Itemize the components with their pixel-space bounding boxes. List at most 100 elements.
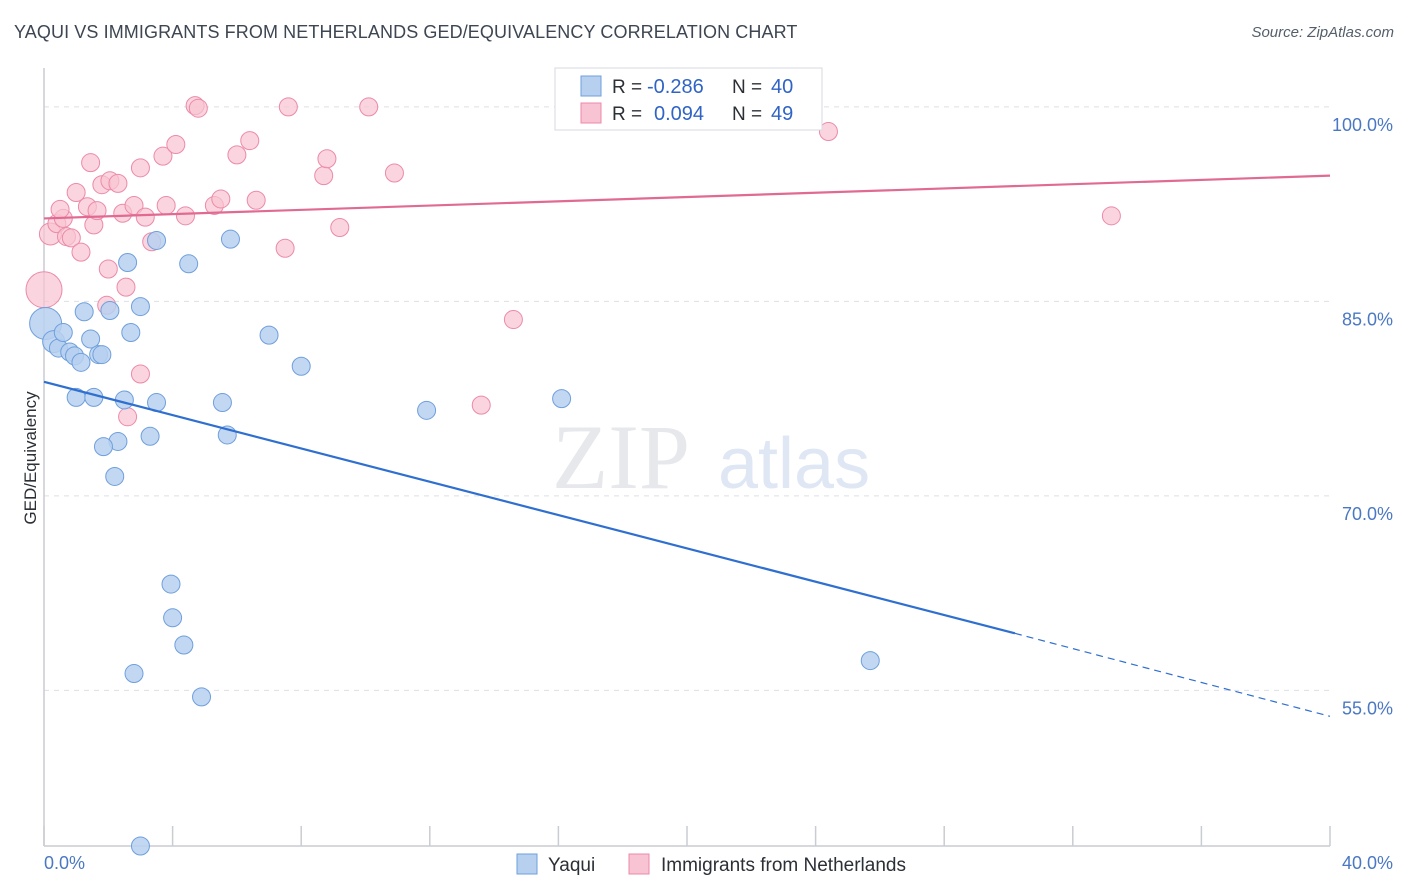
y-tick-label-2: 70.0% — [1342, 504, 1393, 524]
point-yaqui-10 — [92, 345, 112, 365]
series-yaqui-points — [29, 229, 880, 856]
stats-r-value-yaqui: -0.286 — [647, 76, 704, 98]
trend-lines — [43, 174, 1331, 717]
point-netherlands-32 — [240, 131, 260, 151]
point-netherlands-31 — [227, 145, 247, 165]
point-yaqui-7 — [74, 302, 94, 322]
point-yaqui-32 — [161, 574, 181, 594]
x-tick-label-1: 40.0% — [1342, 853, 1393, 873]
point-yaqui-3 — [53, 323, 73, 343]
y-tick-label-1: 85.0% — [1342, 309, 1393, 329]
point-yaqui-24 — [212, 393, 232, 413]
trend-line-netherlands — [43, 174, 1331, 220]
chart-title: YAQUI VS IMMIGRANTS FROM NETHERLANDS GED… — [14, 22, 798, 42]
point-yaqui-34 — [174, 635, 194, 655]
watermark-zip: ZIP — [552, 406, 690, 508]
point-yaqui-14 — [118, 253, 138, 272]
chart-source: Source: ZipAtlas.com — [1251, 24, 1394, 41]
stats-n-label-yaqui: N = — [732, 77, 762, 98]
stats-n-label-netherlands: N = — [732, 104, 762, 125]
point-yaqui-30 — [417, 400, 437, 420]
watermark-atlas: atlas — [718, 424, 870, 504]
point-yaqui-31 — [552, 389, 572, 409]
point-netherlands-38 — [330, 217, 350, 237]
point-netherlands-20 — [130, 158, 150, 178]
legend-label-netherlands: Immigrants from Netherlands — [661, 855, 906, 876]
point-yaqui-36 — [192, 687, 212, 707]
point-yaqui-16 — [130, 297, 150, 317]
point-yaqui-15 — [121, 323, 141, 343]
point-netherlands-41 — [118, 407, 138, 427]
stats-n-value-netherlands: 49 — [771, 103, 793, 125]
point-netherlands-7 — [66, 182, 86, 202]
stats-r-label-yaqui: R = — [612, 77, 642, 98]
legend-swatch-yaqui — [516, 853, 538, 875]
y-tick-labels: 100.0% 85.0% 70.0% 55.0% — [1332, 115, 1393, 719]
watermark: ZIP atlas — [552, 406, 870, 508]
point-netherlands-44 — [503, 310, 523, 330]
point-netherlands-34 — [275, 238, 295, 258]
point-netherlands-45 — [471, 395, 491, 415]
point-netherlands-25 — [166, 135, 186, 155]
point-yaqui-38 — [130, 836, 150, 856]
point-yaqui-18 — [179, 254, 199, 274]
point-yaqui-6 — [71, 352, 91, 372]
point-netherlands-28 — [188, 98, 208, 118]
point-netherlands-33 — [246, 190, 266, 210]
x-tick-label-0: 0.0% — [44, 853, 85, 873]
stats-r-value-netherlands: 0.094 — [654, 103, 704, 125]
point-yaqui-28 — [93, 437, 113, 457]
point-yaqui-26 — [140, 426, 160, 446]
x-tick-labels: 0.0% 40.0% — [44, 853, 1393, 873]
trend-line-yaqui — [43, 380, 1016, 635]
point-netherlands-36 — [314, 166, 334, 186]
legend-swatch-netherlands — [628, 853, 650, 875]
point-yaqui-20 — [259, 325, 279, 345]
point-yaqui-17 — [147, 230, 167, 250]
stats-legend-swatch-netherlands — [580, 102, 602, 124]
point-yaqui-35 — [124, 664, 144, 684]
y-tick-label-3: 55.0% — [1342, 698, 1393, 718]
point-netherlands-30 — [211, 189, 231, 209]
point-netherlands-35 — [278, 97, 298, 117]
trend-line-yaqui-extension — [1014, 632, 1331, 717]
y-tick-label-0: 100.0% — [1332, 115, 1393, 135]
point-netherlands-6 — [61, 228, 81, 248]
legend-label-yaqui: Yaqui — [548, 855, 595, 876]
stats-n-value-yaqui: 40 — [771, 76, 793, 98]
point-yaqui-37 — [860, 651, 880, 671]
stats-r-label-netherlands: R = — [612, 104, 642, 125]
grid-lines — [44, 106, 1330, 691]
series-legend: Yaqui Immigrants from Netherlands — [516, 853, 906, 876]
point-netherlands-14 — [98, 259, 118, 279]
point-yaqui-13 — [100, 300, 120, 320]
stats-legend: R = -0.286 N = 40 R = 0.094 N = 49 — [554, 67, 823, 131]
point-yaqui-33 — [163, 608, 183, 628]
point-netherlands-46 — [818, 122, 838, 142]
point-netherlands-10 — [81, 153, 101, 173]
point-netherlands-42 — [130, 364, 150, 384]
stats-legend-swatch-yaqui — [580, 75, 602, 97]
point-yaqui-19 — [220, 229, 240, 249]
y-axis-label: GED/Equivalency — [21, 391, 40, 525]
point-netherlands-12 — [87, 201, 107, 221]
point-netherlands-37 — [317, 149, 337, 169]
point-netherlands-8 — [71, 242, 91, 262]
point-yaqui-8 — [81, 329, 101, 349]
point-netherlands-0 — [25, 271, 63, 309]
point-netherlands-21 — [135, 207, 155, 227]
point-netherlands-23 — [153, 146, 173, 166]
point-netherlands-16 — [108, 173, 128, 193]
point-netherlands-24 — [156, 195, 176, 215]
point-yaqui-29 — [105, 466, 125, 486]
point-netherlands-39 — [359, 97, 379, 117]
x-ticks — [43, 826, 1331, 846]
point-netherlands-47 — [1101, 206, 1121, 226]
point-yaqui-21 — [291, 356, 311, 376]
point-netherlands-4 — [50, 199, 70, 219]
point-netherlands-26 — [175, 206, 195, 226]
point-netherlands-18 — [116, 277, 136, 297]
point-netherlands-40 — [384, 163, 404, 183]
series-netherlands-points — [25, 96, 1121, 427]
